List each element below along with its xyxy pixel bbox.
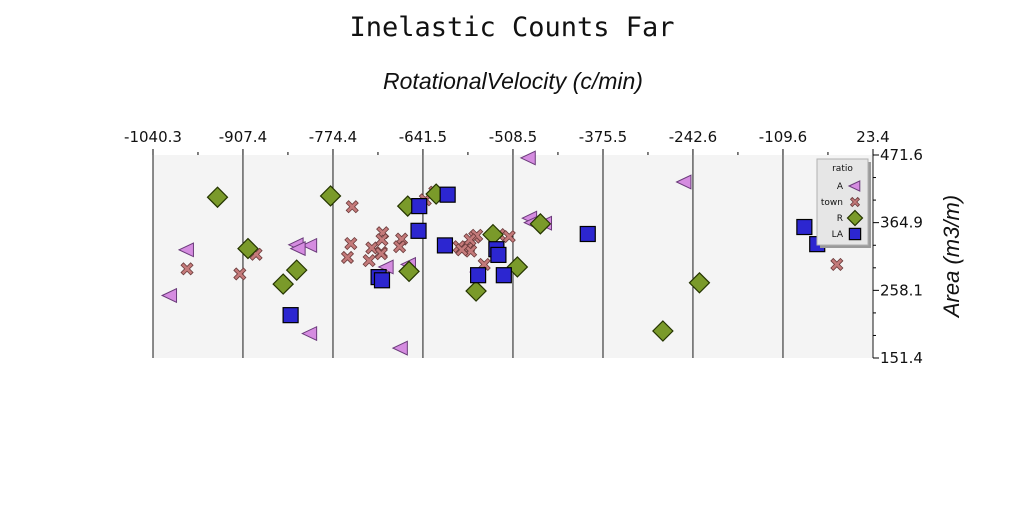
legend-marker (846, 209, 864, 227)
legend-marker (849, 196, 861, 208)
data-point-r (285, 259, 308, 281)
data-point-la (490, 246, 507, 264)
x-tick-label: -1040.3 (124, 128, 182, 146)
data-point-r (272, 273, 295, 295)
axes: -1040.3 -907.4 -774.4 -641.5 -508.5 -375.5 -24… (124, 128, 923, 367)
x-tick-label: -242.6 (669, 128, 717, 146)
data-point-town (233, 267, 247, 281)
data-point-town (180, 262, 194, 276)
data-point-a (177, 242, 194, 258)
legend-entry-label: A (837, 182, 844, 192)
y-tick-label: 364.9 (880, 214, 923, 232)
data-point-r (206, 186, 229, 209)
data-point-r (652, 320, 674, 342)
data-point-la (495, 267, 512, 284)
data-point-town (463, 233, 477, 247)
data-point-town (375, 233, 389, 247)
data-point-r (529, 213, 552, 235)
data-point-la (579, 225, 596, 243)
y-tick-label: 151.4 (880, 349, 923, 367)
y-tick-label: 471.6 (880, 146, 923, 164)
x-tick-label: -907.4 (219, 128, 267, 146)
data-point-town (344, 236, 358, 251)
chart-title: Inelastic Counts Far (349, 12, 675, 43)
data-point-a (675, 174, 692, 190)
legend-entry-label: LA (832, 230, 844, 240)
data-point-r (465, 280, 487, 302)
data-point-la (470, 267, 487, 284)
data-point-r (398, 260, 420, 283)
data-point-a (519, 150, 536, 166)
y-tick-label: 258.1 (880, 281, 923, 299)
data-point-town (345, 200, 359, 214)
data-point-la (436, 237, 454, 254)
data-point-town (502, 229, 516, 244)
legend-title: ratio (832, 164, 853, 174)
x-axis-label: RotationalVelocity (c/min) (383, 68, 643, 94)
x-tick-label: 23.4 (856, 128, 889, 146)
data-point-r (319, 185, 342, 207)
legend-entry-label: R (837, 214, 843, 224)
data-point-r (506, 256, 529, 278)
data-point-a (160, 287, 178, 304)
data-point-la (410, 222, 427, 239)
x-tick-label: -641.5 (399, 128, 447, 146)
data-point-a (301, 325, 318, 342)
data-point-la (439, 186, 456, 203)
data-point-r (688, 271, 711, 294)
legend-marker (847, 180, 861, 192)
data-point-a (391, 340, 408, 356)
data-point-la (796, 218, 813, 236)
data-point-town (374, 247, 388, 261)
data-point-la (411, 197, 428, 215)
data-point-la (373, 272, 391, 289)
data-point-a (301, 237, 318, 253)
data-point-town (830, 257, 844, 271)
x-tick-label: -774.4 (309, 128, 357, 146)
data-point-town (455, 243, 469, 257)
x-tick-label: -508.5 (489, 128, 537, 146)
data-point-town (393, 240, 407, 254)
data-point-r (237, 237, 259, 260)
data-point-town (340, 250, 355, 265)
legend-marker (848, 227, 862, 241)
data-point-la (282, 307, 299, 324)
x-tick-label: -375.5 (579, 128, 627, 146)
data-point-a (289, 240, 306, 257)
legend-entry-label: town (821, 198, 843, 208)
x-tick-label: -109.6 (759, 128, 807, 146)
